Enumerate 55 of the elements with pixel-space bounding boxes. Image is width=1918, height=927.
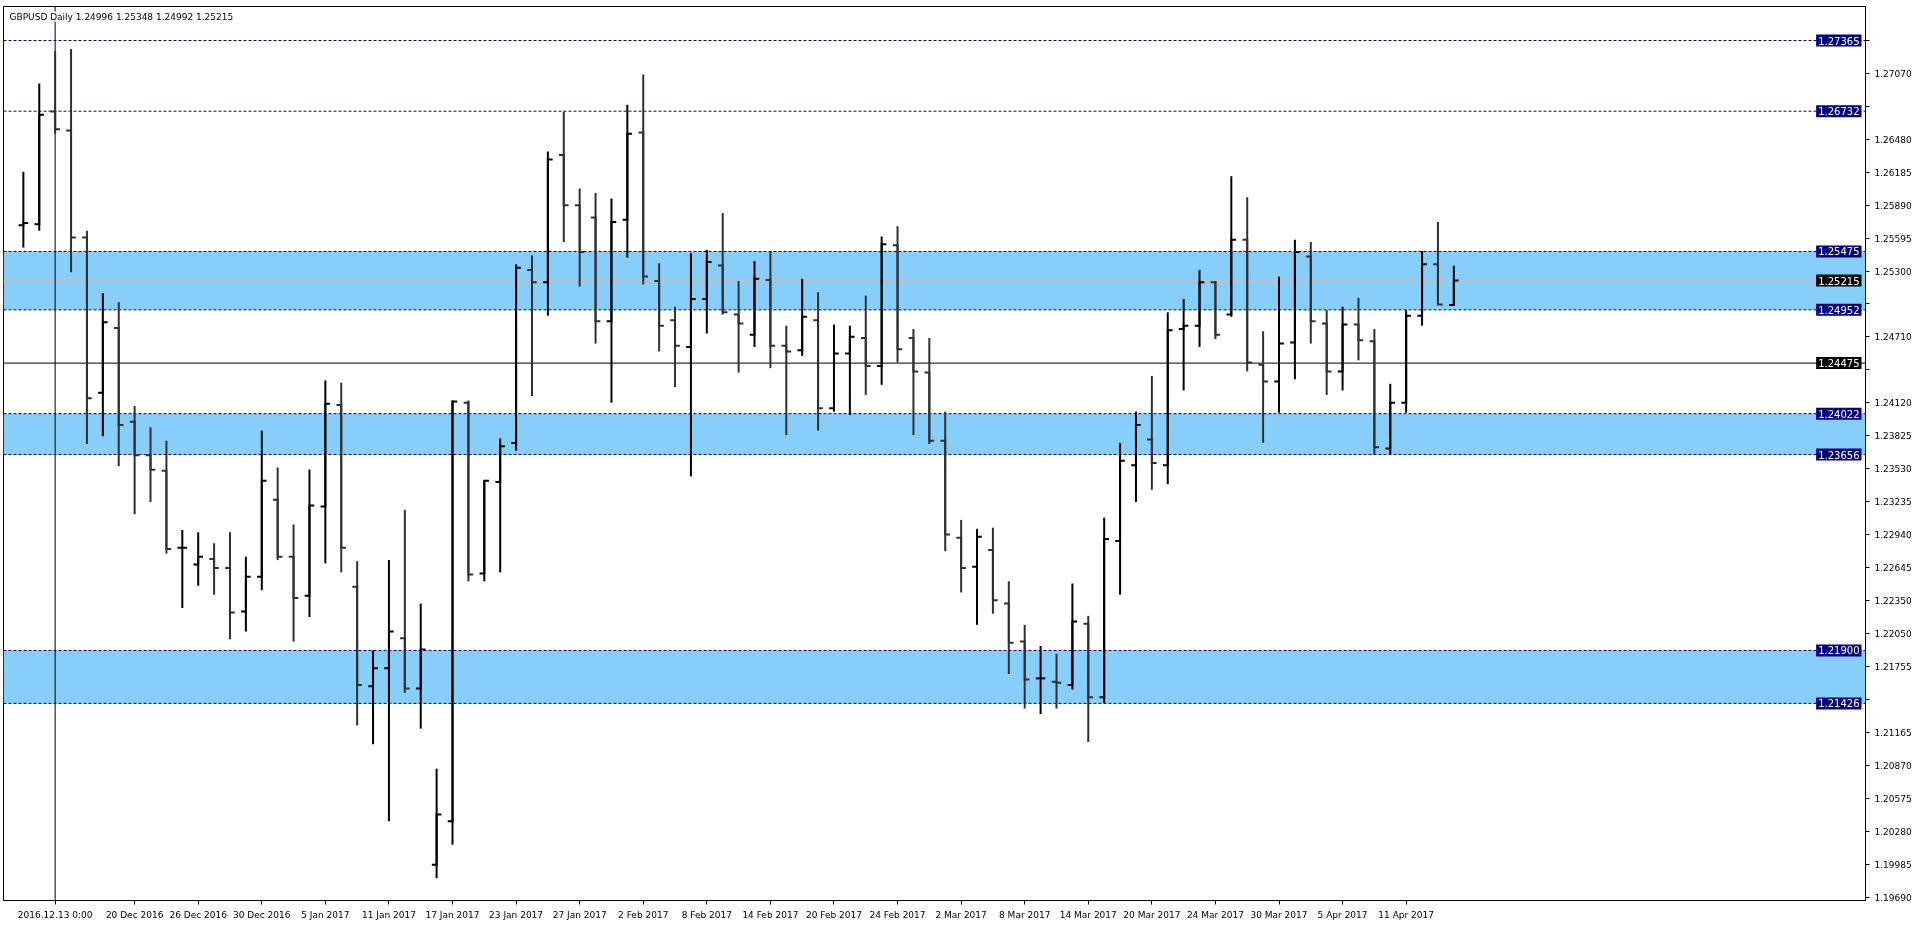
ref-line-label: 1.24952 [1818,304,1860,316]
x-tick-label: 5 Jan 2017 [301,909,350,920]
x-tick-label: 30 Mar 2017 [1250,909,1308,920]
y-tick-label: 1.23235 [1874,496,1912,507]
y-tick-label: 1.19690 [1874,892,1912,903]
ref-line-label: 1.23656 [1818,449,1860,461]
y-tick-label: 1.23825 [1874,431,1912,442]
x-tick-label: 8 Mar 2017 [999,909,1051,920]
x-tick-label: 8 Feb 2017 [681,909,732,920]
y-tick-label: 1.22050 [1874,629,1912,640]
x-tick-label: 20 Mar 2017 [1123,909,1181,920]
y-tick-label: 1.22940 [1874,529,1912,540]
x-tick-label: 11 Jan 2017 [361,909,416,920]
x-tick-label: 2 Feb 2017 [618,909,669,920]
y-tick-label: 1.22645 [1874,562,1912,573]
x-tick-label: 14 Mar 2017 [1059,909,1117,920]
y-tick-label: 1.27070 [1874,68,1912,79]
x-tick-label: 27 Jan 2017 [552,909,607,920]
ref-line-label: 1.25215 [1818,275,1860,287]
x-tick-label: 23 Jan 2017 [489,909,544,920]
y-tick-label: 1.21755 [1874,662,1912,673]
x-tick-label: 17 Jan 2017 [425,909,480,920]
x-tick-label: 14 Feb 2017 [742,909,799,920]
y-tick-label: 1.20870 [1874,760,1912,771]
y-tick-label: 1.24120 [1874,398,1912,409]
x-tick-label: 20 Dec 2016 [105,909,164,920]
x-tick-label: 2016.12.13 0:00 [17,909,93,920]
ref-line-label: 1.26732 [1818,106,1860,118]
y-tick-label: 1.23530 [1874,464,1912,475]
y-tick-label: 1.25890 [1874,200,1912,211]
y-tick-label: 1.20575 [1874,793,1912,804]
ref-line-label: 1.25475 [1818,246,1860,258]
y-tick-label: 1.25595 [1874,233,1912,244]
y-tick-label: 1.24710 [1874,332,1912,343]
y-tick-label: 1.22350 [1874,595,1912,606]
x-tick-label: 2 Mar 2017 [935,909,987,920]
x-tick-label: 30 Dec 2016 [233,909,291,920]
text: GBPUSD Daily 1.24996 1.25348 1.24992 1.25215 [9,11,234,22]
ref-line-label: 1.24022 [1818,408,1860,420]
x-tick-label: 24 Mar 2017 [1186,909,1244,920]
x-tick-label: 26 Dec 2016 [169,909,228,920]
x-tick-label: 5 Apr 2017 [1317,909,1368,920]
ref-line-label: 1.24475 [1818,358,1860,370]
y-tick-label: 1.25300 [1874,266,1912,277]
ref-line-label: 1.21900 [1818,645,1860,657]
y-tick-label: 1.21165 [1874,728,1912,739]
ref-line-label: 1.21426 [1818,698,1860,710]
x-tick-label: 20 Feb 2017 [805,909,862,920]
y-tick-label: 1.26480 [1874,134,1912,145]
ref-line-label: 1.27365 [1818,35,1860,47]
x-tick-label: 11 Apr 2017 [1378,909,1434,920]
x-tick-label: 24 Feb 2017 [869,909,926,920]
y-tick-label: 1.26185 [1874,167,1912,178]
y-tick-label: 1.19985 [1874,859,1912,870]
y-tick-label: 1.20280 [1874,826,1912,837]
